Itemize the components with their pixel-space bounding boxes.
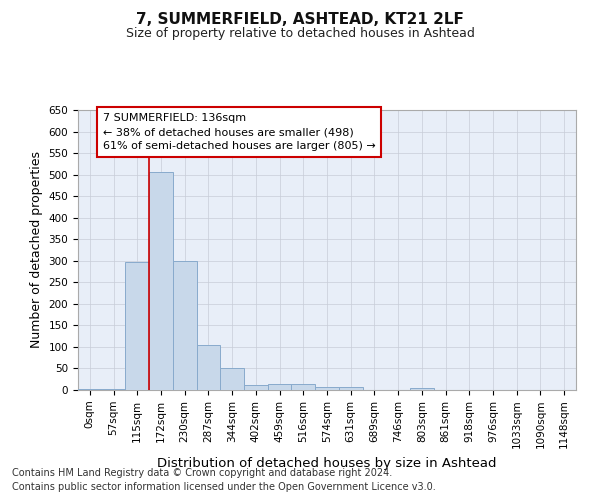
Text: 7, SUMMERFIELD, ASHTEAD, KT21 2LF: 7, SUMMERFIELD, ASHTEAD, KT21 2LF <box>136 12 464 28</box>
Bar <box>173 261 197 390</box>
Text: Size of property relative to detached houses in Ashtead: Size of property relative to detached ho… <box>125 28 475 40</box>
X-axis label: Distribution of detached houses by size in Ashtead: Distribution of detached houses by size … <box>157 457 497 470</box>
Bar <box>244 385 268 390</box>
Bar <box>410 388 434 390</box>
Bar <box>292 384 315 390</box>
Bar <box>125 262 149 390</box>
Bar <box>102 389 125 390</box>
Bar <box>197 345 220 390</box>
Text: 7 SUMMERFIELD: 136sqm
← 38% of detached houses are smaller (498)
61% of semi-det: 7 SUMMERFIELD: 136sqm ← 38% of detached … <box>103 113 376 151</box>
Bar <box>78 389 102 390</box>
Bar <box>149 172 173 390</box>
Bar <box>220 368 244 390</box>
Text: Contains HM Land Registry data © Crown copyright and database right 2024.: Contains HM Land Registry data © Crown c… <box>12 468 392 477</box>
Y-axis label: Number of detached properties: Number of detached properties <box>30 152 43 348</box>
Bar <box>339 388 362 390</box>
Bar <box>315 386 339 390</box>
Text: Contains public sector information licensed under the Open Government Licence v3: Contains public sector information licen… <box>12 482 436 492</box>
Bar <box>268 384 292 390</box>
